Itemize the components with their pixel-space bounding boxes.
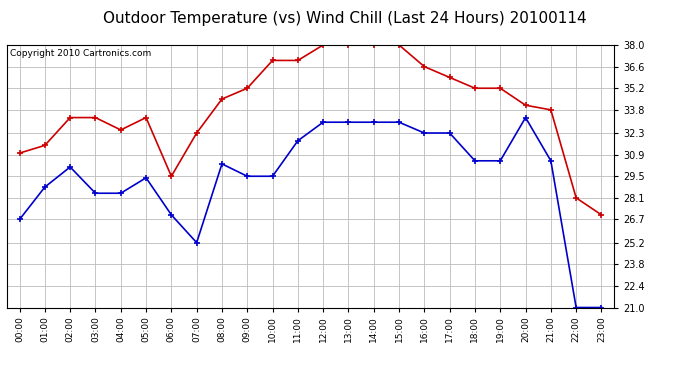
- Text: Outdoor Temperature (vs) Wind Chill (Last 24 Hours) 20100114: Outdoor Temperature (vs) Wind Chill (Las…: [104, 11, 586, 26]
- Text: Copyright 2010 Cartronics.com: Copyright 2010 Cartronics.com: [10, 49, 151, 58]
